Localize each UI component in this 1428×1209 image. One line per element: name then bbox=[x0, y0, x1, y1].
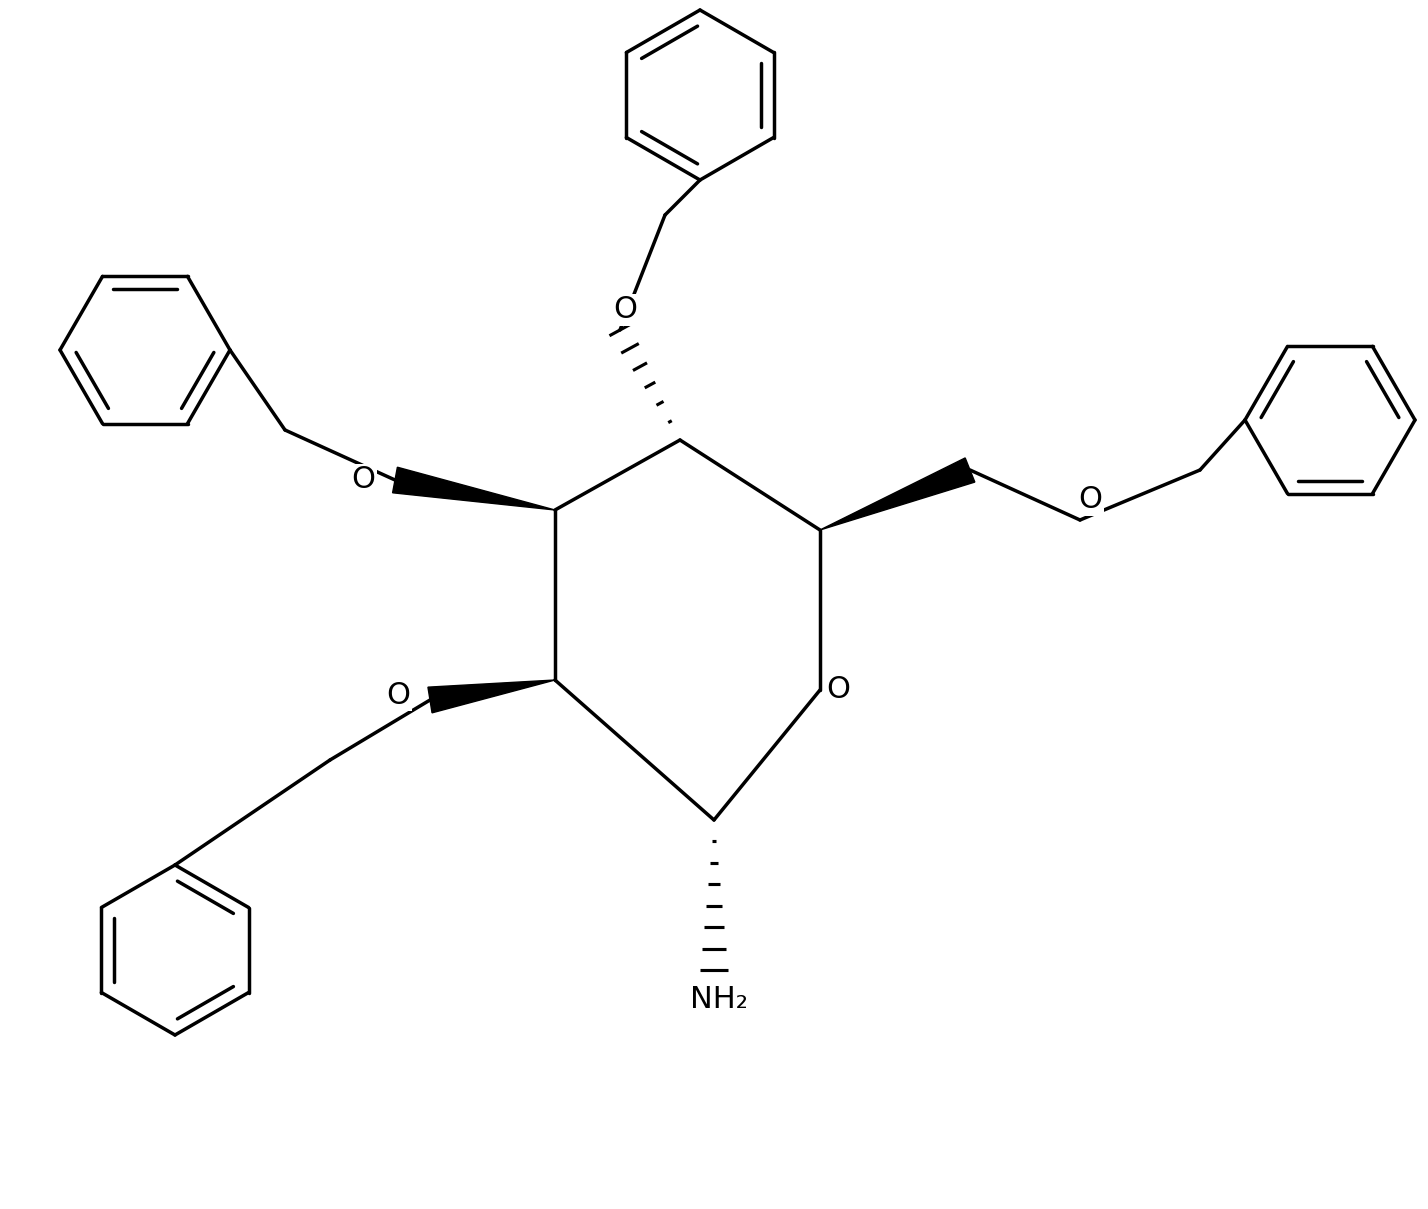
Text: O: O bbox=[613, 295, 637, 324]
Text: O: O bbox=[825, 676, 850, 705]
Text: O: O bbox=[351, 465, 376, 494]
Polygon shape bbox=[428, 679, 555, 713]
Text: NH₂: NH₂ bbox=[690, 985, 748, 1014]
Text: O: O bbox=[1078, 486, 1102, 515]
Polygon shape bbox=[820, 458, 975, 530]
Polygon shape bbox=[393, 467, 555, 510]
Text: O: O bbox=[386, 681, 410, 710]
